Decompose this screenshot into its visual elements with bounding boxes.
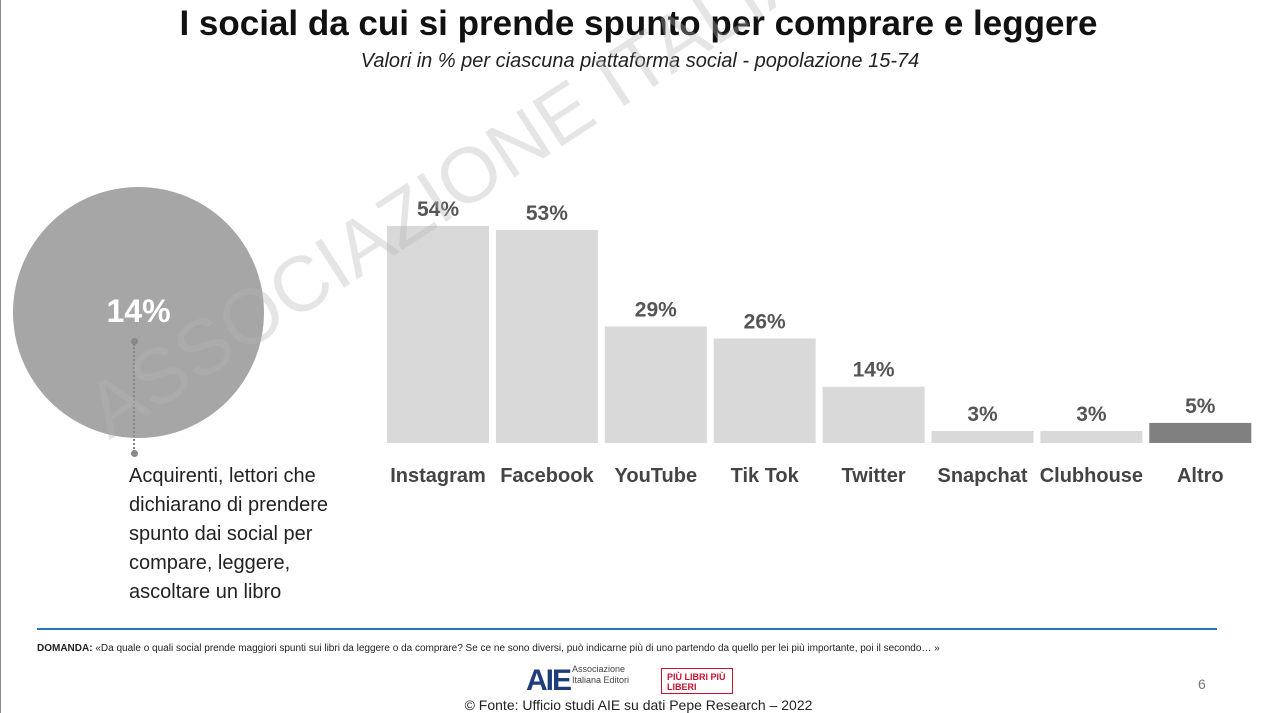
slide-border (0, 0, 1, 713)
subtitle: Valori in % per ciascuna piattaforma soc… (360, 50, 920, 72)
bar-facebook (495, 229, 598, 443)
bar-tik-tok (713, 338, 816, 443)
category-label: YouTube (615, 465, 698, 487)
category-label: Twitter (842, 465, 906, 487)
question-text: DOMANDA: «Da quale o quali social prende… (37, 643, 940, 654)
page-number: 6 (1198, 676, 1206, 692)
bar-clubhouse (1040, 430, 1143, 443)
data-label: 3% (1076, 403, 1107, 426)
connector-dot-bottom (131, 450, 138, 457)
summary-description: Acquirenti, lettori che dichiarano di pr… (129, 465, 329, 603)
category-label: Altro (1177, 465, 1224, 487)
bar-instagram (387, 225, 489, 443)
data-label: 14% (853, 359, 895, 382)
category-label: Instagram (390, 465, 486, 487)
category-label: Facebook (500, 465, 594, 487)
footer-divider (37, 628, 1217, 630)
connector-dot-top (131, 338, 138, 345)
category-label: Snapchat (937, 465, 1027, 487)
bar-snapchat (931, 430, 1034, 443)
data-label: 29% (635, 298, 677, 321)
page-title: I social da cui si prende spunto per com… (179, 4, 1098, 43)
bar-twitter (822, 386, 925, 443)
aie-logo-text: Associazione Italiana Editori (572, 664, 630, 685)
data-label: 54% (417, 198, 459, 221)
question-label: DOMANDA: (37, 643, 93, 654)
summary-value: 14% (106, 293, 171, 329)
category-label: Tik Tok (731, 465, 800, 487)
bar-chart: 54% Instagram 53% Facebook 29% YouTube 26% Tik … (387, 198, 1252, 487)
bar-altro (1149, 422, 1252, 443)
bar-youtube (604, 326, 707, 443)
question-body: «Da quale o quali social prende maggiori… (95, 643, 940, 654)
data-label: 3% (967, 403, 998, 426)
data-label: 53% (526, 202, 568, 225)
source-text: © Fonte: Ufficio studi AIE su dati Pepe … (464, 697, 813, 713)
category-label: Clubhouse (1040, 465, 1143, 487)
connector-line (133, 344, 135, 452)
data-label: 26% (744, 310, 786, 333)
summary-circle (13, 187, 264, 438)
data-label: 5% (1185, 395, 1216, 418)
aie-logo: AIE (526, 664, 572, 697)
piu-libri-piu-liberi-logo: PIÙ LIBRI PIÙ LIBERI (661, 668, 733, 694)
